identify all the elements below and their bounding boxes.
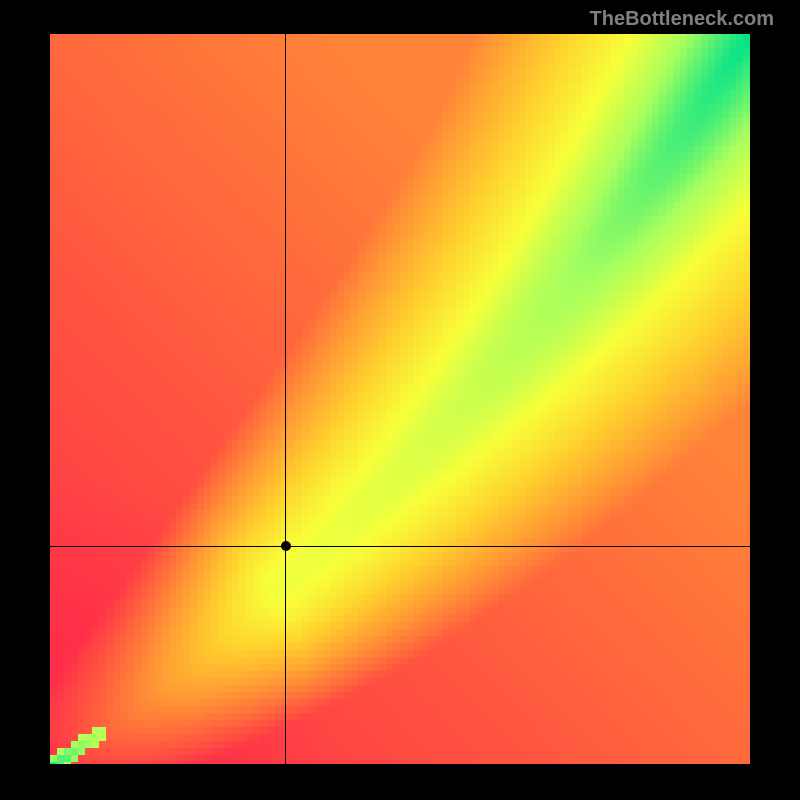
crosshair-vertical (285, 34, 286, 764)
bottleneck-heatmap (50, 34, 750, 764)
crosshair-horizontal (50, 546, 750, 547)
watermark-text: TheBottleneck.com (590, 8, 774, 31)
